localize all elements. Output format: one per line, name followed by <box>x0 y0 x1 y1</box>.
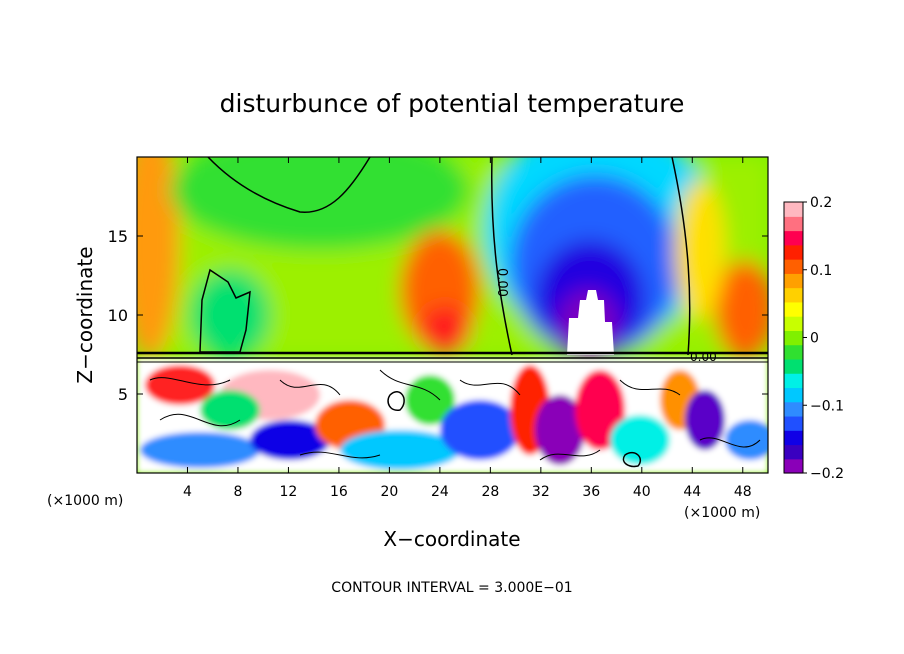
contour-lines <box>137 157 768 468</box>
colorbar <box>784 202 803 474</box>
colorbar-swatch <box>784 415 803 431</box>
colorbar-swatch <box>784 230 803 246</box>
colorbar-swatch <box>784 430 803 446</box>
x-tick-label: 36 <box>582 484 600 500</box>
colorbar-swatch <box>784 444 803 460</box>
contour-label-lower: 0.00 <box>690 350 717 364</box>
colorbar-swatch <box>784 401 803 417</box>
y-axis-ticks: 5 10 15 <box>108 227 768 404</box>
colorbar-tick-label: 0 <box>810 331 819 347</box>
colorbar-ticks: 0.2 0.1 0 −0.1 −0.2 <box>803 195 844 482</box>
colorbar-swatch <box>784 458 803 474</box>
colorbar-swatch <box>784 287 803 303</box>
colorbar-tick-label: 0.2 <box>810 195 832 211</box>
x-tick-label: 24 <box>431 484 449 500</box>
zero-contour-left-cell <box>199 268 251 353</box>
plot-area: 0.00 0.00 <box>137 157 768 473</box>
x-tick-label: 28 <box>481 484 499 500</box>
colorbar-swatch <box>784 202 803 217</box>
colorbar-tick-label: −0.2 <box>810 466 844 482</box>
colorbar-swatch <box>784 387 803 403</box>
x-tick-label: 32 <box>532 484 550 500</box>
colorbar-swatch <box>784 259 803 274</box>
y-axis-label: Z−coordinate <box>73 246 97 383</box>
colorbar-swatch <box>784 301 803 317</box>
y-tick-label: 15 <box>108 227 128 246</box>
zero-contour-top <box>207 157 371 213</box>
x-unit-right: (×1000 m) <box>684 505 760 521</box>
white-plume <box>567 290 614 355</box>
contour-label-upper: 0.00 <box>494 268 509 297</box>
x-tick-label: 4 <box>183 484 192 500</box>
y-tick-label: 5 <box>118 385 128 404</box>
x-tick-label: 44 <box>683 484 701 500</box>
x-tick-label: 12 <box>280 484 298 500</box>
colorbar-swatch <box>784 216 803 232</box>
contour-interval-text: CONTOUR INTERVAL = 3.000E−01 <box>331 580 572 596</box>
x-axis-label: X−coordinate <box>383 527 520 551</box>
zero-contour-plume <box>491 157 691 356</box>
x-unit-left: (×1000 m) <box>47 493 123 509</box>
upper-field <box>137 157 768 360</box>
x-tick-label: 48 <box>734 484 752 500</box>
lower-field <box>137 358 768 473</box>
colorbar-swatch <box>784 244 803 260</box>
colorbar-swatch <box>784 330 803 346</box>
colorbar-swatch <box>784 373 803 389</box>
colorbar-swatch <box>784 358 803 374</box>
colorbar-swatch <box>784 273 803 289</box>
colorbar-swatch <box>784 316 803 331</box>
colorbar-tick-label: −0.1 <box>810 398 844 414</box>
x-tick-label: 20 <box>380 484 398 500</box>
y-tick-label: 10 <box>108 306 128 325</box>
colorbar-swatch <box>784 344 803 360</box>
x-tick-label: 8 <box>233 484 242 500</box>
x-axis-ticks: 4 8 12 16 20 24 28 32 36 40 44 48 <box>183 157 752 500</box>
colorbar-tick-label: 0.1 <box>810 263 832 279</box>
chart-title: disturbunce of potential temperature <box>220 89 685 118</box>
x-tick-label: 16 <box>330 484 348 500</box>
x-tick-label: 40 <box>633 484 651 500</box>
